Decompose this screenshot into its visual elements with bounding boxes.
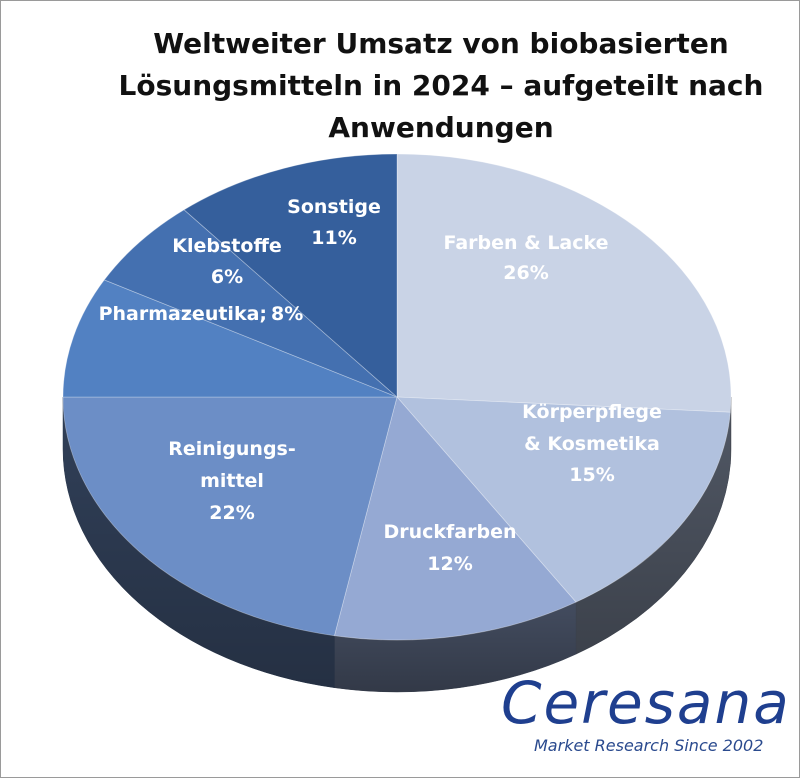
slice-value-label: 8%	[271, 303, 304, 325]
slice-label: Reinigungs- mittel	[168, 438, 296, 492]
pie-slice	[396, 396, 731, 603]
pie-slice	[62, 279, 398, 398]
slice-label: Körperpflege & Kosmetika	[522, 401, 662, 455]
slice-value-label: 12%	[427, 553, 473, 575]
slice-label: Pharmazeutika;	[98, 303, 267, 325]
slice-label: Farben & Lacke	[443, 232, 609, 254]
slice-value-label: 6%	[210, 266, 244, 288]
logo-tagline: Market Research Since 2002	[534, 736, 764, 755]
slice-label: Druckfarben	[383, 521, 517, 543]
slice-value-label: 15%	[569, 464, 615, 486]
slice-label: Klebstoffe	[172, 235, 282, 257]
slice-side-shade	[334, 602, 576, 692]
slice-value-label: 22%	[209, 502, 255, 524]
slice-side-shade	[575, 412, 731, 655]
slice-side-shade	[63, 397, 335, 688]
pie-slice	[396, 153, 732, 413]
pie-slice	[333, 396, 577, 641]
chart-title: Weltweiter Umsatz von biobasierten Lösun…	[118, 27, 764, 144]
slice-value-label: 11%	[311, 227, 357, 249]
pie-slice	[62, 396, 398, 637]
logo: Ceresana	[501, 669, 791, 737]
slice-label: Sonstige	[287, 196, 381, 218]
pie-slice	[103, 209, 398, 398]
pie-slice	[183, 153, 398, 398]
slice-value-label: 26%	[503, 262, 549, 284]
